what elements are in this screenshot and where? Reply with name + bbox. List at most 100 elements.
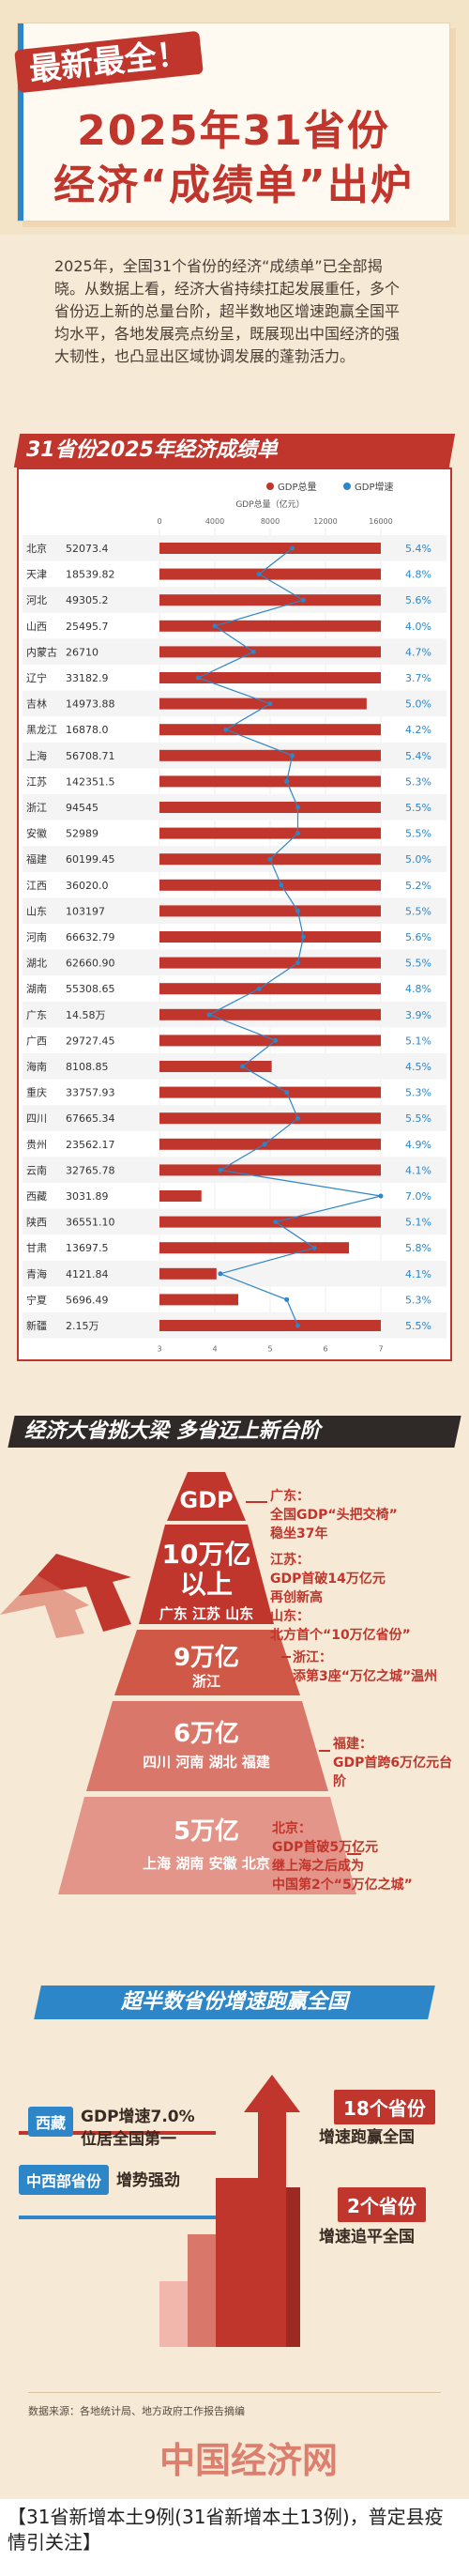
header-banner: 最新最全！ 2025年31省份 经济“成绩单”出炉 — [0, 0, 469, 235]
gdp-bar — [159, 957, 381, 969]
gdp-value-label: 8108.85 — [66, 1061, 109, 1073]
gdp-bar — [159, 1164, 381, 1176]
pyramid-top — [167, 1472, 246, 1521]
legend-label-growth: GDP增速 — [355, 481, 393, 493]
tier2-provinces: 浙江 — [191, 1673, 220, 1690]
gdp-bar — [159, 646, 381, 658]
note-line: 再创新高 — [270, 1590, 323, 1605]
gdp-value-label: 56708.71 — [66, 750, 115, 762]
gdp-bar — [159, 1112, 381, 1125]
province-label: 广东 — [26, 1009, 47, 1021]
note-title: 广东： — [270, 1489, 310, 1504]
gdp-bar — [159, 983, 381, 995]
growth-value-label: 5.5% — [405, 1112, 431, 1125]
note-line: 稳坐37年 — [270, 1526, 328, 1541]
growth-point — [311, 1245, 317, 1250]
pyramid-tier-1 — [139, 1525, 274, 1624]
table-row-bg — [23, 1260, 446, 1287]
tier1-amount-line2: 以上 — [179, 1569, 233, 1600]
province-label: 上海 — [26, 749, 47, 762]
tier1-amount-line1: 10万亿 — [161, 1539, 251, 1570]
gdp-value-label: 18539.82 — [66, 569, 115, 581]
gdp-value-label: 33757.93 — [66, 1087, 115, 1099]
growth-point — [295, 1115, 300, 1121]
gdp-value-label: 5696.49 — [66, 1294, 109, 1306]
x-tick-gdp: 4000 — [205, 517, 224, 526]
rising-arrow-shadow-icon — [0, 1575, 89, 1638]
gdp-bar — [159, 1242, 350, 1254]
growth-value-label: 5.8% — [405, 1242, 431, 1254]
xizang-tag: 西藏 — [28, 2107, 74, 2137]
province-label: 海南 — [26, 1060, 47, 1073]
province-label: 西藏 — [26, 1190, 47, 1203]
growth-step-icon — [159, 2281, 188, 2347]
growth-point — [290, 753, 295, 759]
growth-value-label: 4.1% — [405, 1164, 431, 1176]
province-label: 重庆 — [26, 1086, 47, 1099]
growth-value-label: 4.7% — [405, 646, 431, 658]
gdp-bar — [159, 1267, 217, 1280]
province-label: 广西 — [26, 1035, 47, 1047]
gdp-bar — [159, 1138, 381, 1150]
note-line: 继上海之后成为 — [272, 1859, 364, 1874]
tier3-provinces: 四川 河南 湖北 福建 — [143, 1754, 270, 1771]
pyramid-tier-3 — [86, 1701, 328, 1791]
note-line: GDP首破14万亿元 — [270, 1572, 386, 1587]
growth-point — [279, 882, 284, 888]
growth-value-label: 5.6% — [405, 931, 431, 943]
growth-value-label: 4.2% — [405, 724, 431, 736]
gdp-bar — [159, 568, 381, 580]
gdp-value-label: 36020.0 — [66, 880, 109, 892]
gdp-value-label: 55308.65 — [66, 983, 115, 995]
growth-arrow-shade — [286, 2187, 300, 2347]
growth-point — [284, 1296, 290, 1302]
gdp-value-label: 52989 — [66, 828, 98, 840]
x-tick-gdp: 12000 — [313, 517, 337, 526]
note-jiangsu: 江苏： GDP首破14万亿元 再创新高 — [270, 1551, 458, 1607]
growth-point — [218, 1271, 223, 1277]
chart-container: GDP总量 GDP增速 GDP总量（亿元） 0 4000 8000 12000 16000 北京… — [17, 468, 452, 1372]
note-fujian: 福建： GDP首跨6万亿元台阶 — [333, 1735, 464, 1791]
growth-point — [273, 1219, 279, 1225]
gdp-value-label: 23562.17 — [66, 1139, 115, 1151]
growth-value-label: 5.4% — [405, 543, 431, 555]
header-title-line2: 经济“成绩单”出炉 — [53, 161, 414, 209]
province-label: 江苏 — [26, 775, 47, 788]
article-caption[interactable]: 【31省新增本土9例(31省新增本土13例)，普定县疫情引关注】 — [0, 2499, 469, 2576]
legend-label-gdp: GDP总量 — [278, 481, 316, 493]
badge-2-provinces: 2个省份 — [338, 2187, 426, 2222]
section3-title-text: 超半数省份增速跑赢全国 — [120, 1990, 348, 2014]
growth-value-label: 5.3% — [405, 775, 431, 788]
growth-value-label: 5.6% — [405, 594, 431, 606]
badge-2-text: 增速追平全国 — [319, 2228, 415, 2246]
pyramid-tier-4 — [58, 1797, 356, 1894]
growth-value-label: 5.5% — [405, 905, 431, 917]
growth-point — [295, 1323, 300, 1328]
growth-value-label: 5.3% — [405, 1087, 431, 1099]
gdp-bar — [159, 1008, 381, 1020]
data-source: 数据来源：各地统计局、地方政府工作报告摘编 — [28, 2405, 245, 2417]
intro-paragraph: 2025年，全国31个省份的经济“成绩单”已全部揭晓。从数据上看，经济大省持续扛… — [54, 257, 401, 365]
note-line: 添第3座“万亿之城”温州 — [293, 1669, 438, 1684]
gdp-value-label: 3031.89 — [66, 1190, 109, 1203]
divider-line — [19, 2216, 216, 2219]
rising-arrow-icon — [19, 1554, 131, 1632]
gdp-value-label: 49305.2 — [66, 594, 109, 606]
gdp-bar — [159, 698, 367, 710]
gdp-bar — [159, 1190, 202, 1202]
growth-value-label: 3.7% — [405, 672, 431, 684]
growth-value-label: 4.0% — [405, 621, 431, 633]
legend-marker-growth — [343, 483, 351, 490]
gdp-bar — [159, 724, 381, 736]
gdp-bar — [159, 749, 381, 761]
growth-value-label: 3.9% — [405, 1009, 431, 1021]
x-tick-growth: 6 — [323, 1345, 327, 1354]
tier1-provinces: 广东 江苏 山东 — [159, 1605, 254, 1622]
gdp-value-label: 103197 — [66, 905, 105, 917]
section2-title: 经济大省挑大梁 多省迈上新台阶 — [8, 1416, 461, 1448]
province-label: 山东 — [26, 905, 47, 917]
gdp-bar — [159, 905, 381, 917]
site-logo: 中国经济网 — [159, 2440, 339, 2481]
gdp-bar — [159, 775, 381, 788]
province-label: 青海 — [26, 1267, 47, 1280]
